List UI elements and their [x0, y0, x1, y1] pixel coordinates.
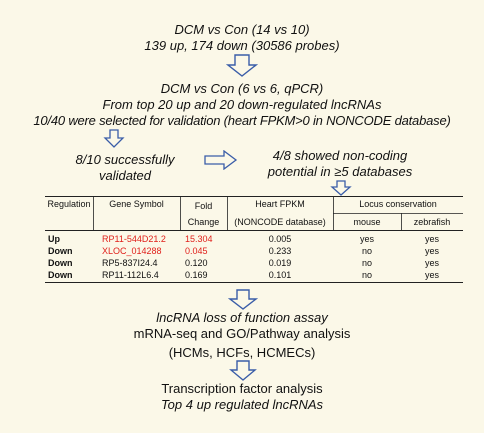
step4-line3: (HCMs, HCFs, HCMECs) — [168, 345, 316, 360]
step2-line2: From top 20 up and 20 down-regulated lnc… — [102, 97, 382, 112]
row-zebrafish: yes — [424, 234, 439, 244]
step4-line1: lncRNA loss of function assay — [156, 310, 328, 325]
row-zebrafish: yes — [424, 270, 439, 280]
header-heart-fpkm: Heart FPKM — [255, 199, 305, 209]
step5-line1: Transcription factor analysis — [161, 381, 323, 396]
down-arrow-icon — [103, 129, 125, 148]
row-fold-change: 0.120 — [185, 258, 208, 268]
header-zebrafish: zebrafish — [413, 217, 451, 227]
row-heart-fpkm: 0.019 — [268, 258, 292, 268]
header-gene-symbol: Gene Symbol — [109, 199, 164, 209]
row-fold-change: 15.304 — [185, 234, 213, 244]
step2-line1: DCM vs Con (6 vs 6, qPCR) — [160, 81, 324, 96]
row-regulation: Down — [48, 270, 73, 280]
row-regulation: Down — [48, 246, 73, 256]
header-mouse: mouse — [353, 217, 381, 227]
step1-line2: 139 up, 174 down (30586 probes) — [144, 38, 340, 53]
row-heart-fpkm: 0.005 — [268, 234, 292, 244]
right-arrow-icon — [204, 150, 238, 170]
down-arrow-icon — [229, 360, 257, 381]
row-gene-symbol: RP11-544D21.2 — [102, 234, 166, 244]
header-fold: Fold — [194, 201, 213, 211]
row-gene-symbol: RP5-837I24.4 — [102, 258, 158, 268]
header-regulation: Regulation — [47, 199, 91, 209]
header-noncode-database: (NONCODE database) — [234, 217, 326, 227]
row-regulation: Up — [48, 234, 60, 244]
row-heart-fpkm: 0.101 — [268, 270, 292, 280]
lncrna-table: Regulation Gene Symbol Fold Change Heart… — [45, 196, 463, 283]
down-arrow-icon — [226, 54, 258, 77]
step3-left-line2: validated — [98, 168, 152, 183]
step3-right-line1: 4/8 showed non-coding — [272, 148, 408, 163]
row-gene-symbol: XLOC_014288 — [102, 246, 162, 256]
row-heart-fpkm: 0.233 — [268, 246, 292, 256]
row-zebrafish: yes — [424, 258, 439, 268]
row-regulation: Down — [48, 258, 73, 268]
step3-left-line1: 8/10 successfully — [75, 152, 175, 167]
step5-line2: Top 4 up regulated lncRNAs — [160, 397, 324, 412]
table-grid — [45, 196, 463, 283]
step4-line2: mRNA-seq and GO/Pathway analysis — [133, 326, 351, 341]
header-change: Change — [187, 217, 220, 227]
step1-line1: DCM vs Con (14 vs 10) — [174, 22, 310, 37]
row-zebrafish: yes — [424, 246, 439, 256]
down-arrow-icon — [228, 289, 258, 310]
row-mouse: no — [361, 258, 372, 268]
step3-right-line2: potential in ≥5 databases — [267, 164, 413, 179]
step2-line3: 10/40 were selected for validation (hear… — [33, 113, 451, 128]
row-fold-change: 0.169 — [185, 270, 208, 280]
row-mouse: yes — [359, 234, 374, 244]
row-fold-change: 0.045 — [185, 246, 208, 256]
down-arrow-icon — [330, 180, 352, 196]
row-mouse: no — [361, 270, 372, 280]
row-mouse: no — [361, 246, 372, 256]
header-locus-conservation: Locus conservation — [359, 199, 437, 209]
row-gene-symbol: RP11-112L6.4 — [102, 270, 159, 280]
